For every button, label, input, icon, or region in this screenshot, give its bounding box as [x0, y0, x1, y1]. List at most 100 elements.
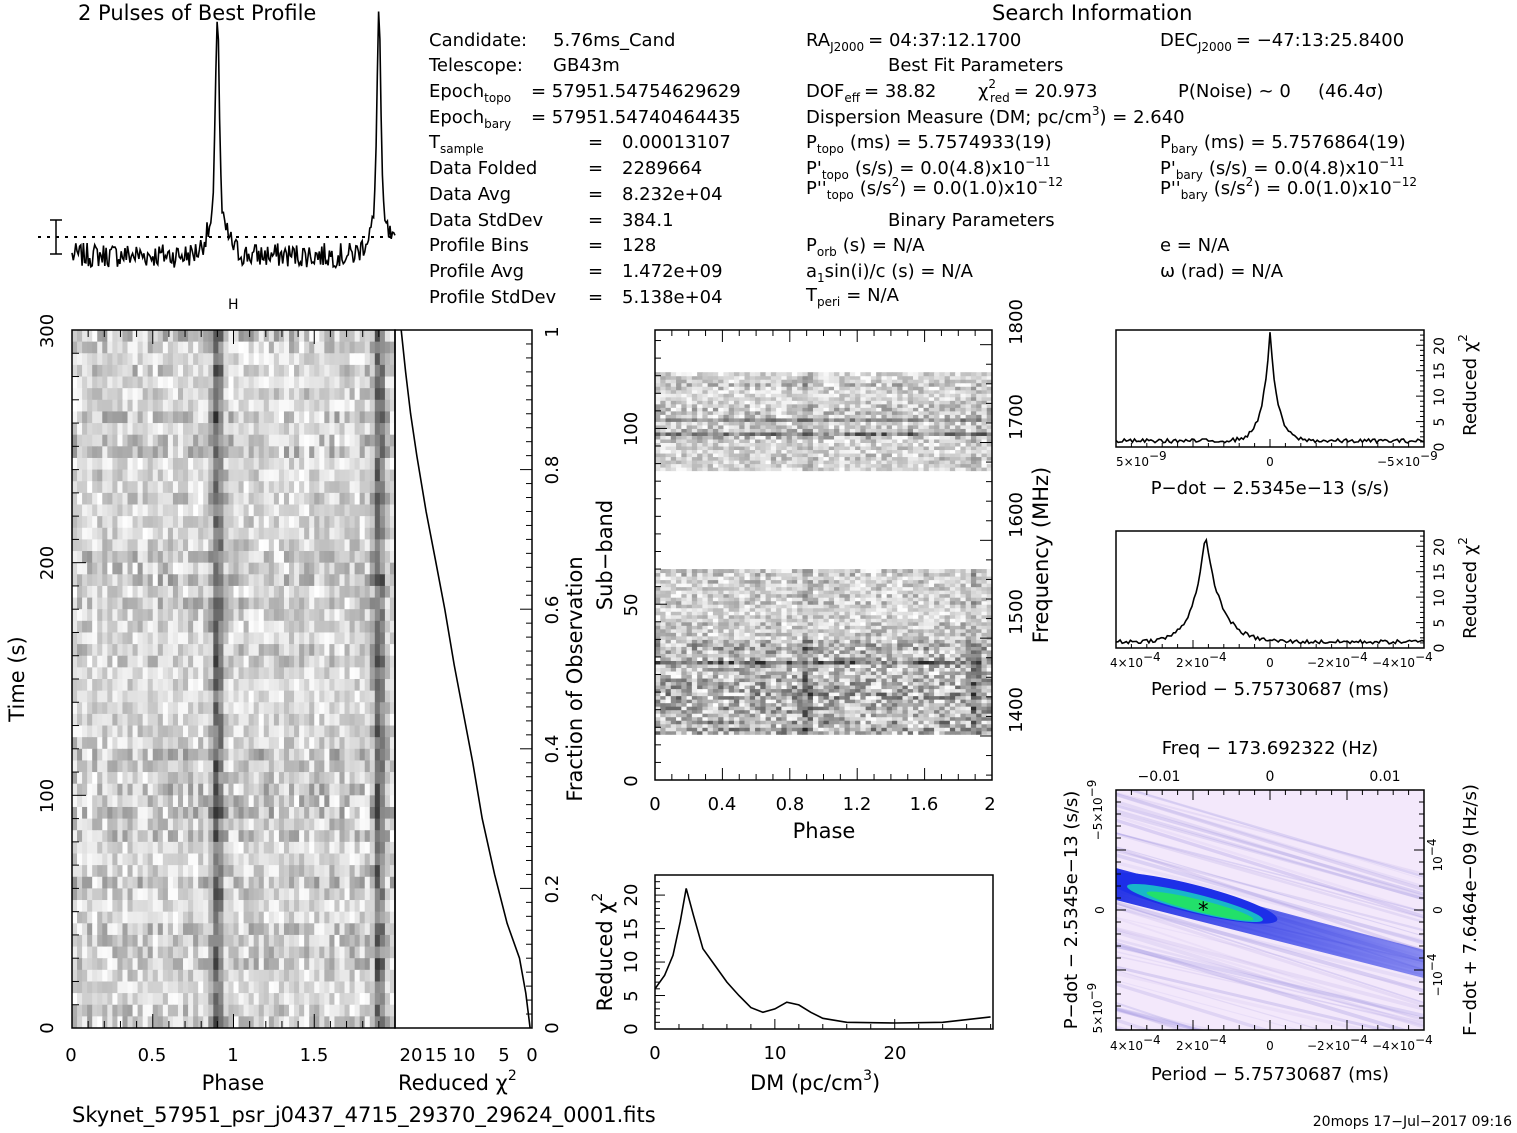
time-phase-cell	[92, 585, 98, 599]
time-phase-cell	[117, 353, 124, 366]
time-phase-cell	[248, 620, 255, 634]
time-phase-cell	[122, 1004, 129, 1017]
time-phase-cell	[304, 411, 310, 424]
time-phase-cell	[97, 853, 103, 866]
subband-cell	[986, 727, 992, 732]
a1-value: sin(i)/c (s) = N/A	[825, 261, 974, 282]
time-phase-cell	[389, 737, 395, 750]
time-phase-cell	[72, 539, 78, 552]
time-phase-cell	[112, 388, 119, 401]
subband-cell	[970, 713, 977, 718]
time-phase-cell	[107, 876, 113, 889]
time-phase-cell	[208, 806, 214, 820]
subband-cell	[913, 723, 919, 728]
time-phase-cell	[324, 574, 330, 587]
time-phase-cell	[82, 737, 88, 750]
time-phase-cell	[142, 644, 149, 657]
time-phase-cell	[278, 423, 285, 436]
time-phase-cell	[82, 911, 88, 924]
time-phase-cell	[218, 958, 225, 971]
subband-cell	[797, 709, 803, 714]
time-phase-cell	[87, 423, 93, 436]
time-phase-cell	[193, 760, 199, 773]
time-phase-cell	[203, 446, 209, 459]
time-phase-cell	[142, 632, 149, 645]
time-phase-cell	[248, 934, 255, 948]
time-phase-cell	[339, 841, 346, 855]
time-phase-cell	[147, 527, 154, 540]
time-phase-cell	[268, 423, 275, 436]
time-phase-cell	[329, 330, 336, 343]
time-phase-cell	[102, 702, 108, 715]
subband-cell	[676, 692, 682, 697]
time-phase-cell	[102, 609, 108, 622]
time-phase-cell	[294, 865, 300, 878]
time-phase-cell	[319, 737, 325, 750]
time-phase-cell	[183, 981, 189, 994]
time-phase-cell	[309, 446, 315, 459]
time-phase-cell	[349, 597, 356, 610]
time-phase-cell	[92, 748, 98, 762]
subband-cell	[797, 692, 803, 697]
time-phase-cell	[344, 981, 351, 994]
time-phase-cell	[258, 644, 265, 657]
time-phase-cell	[233, 434, 240, 447]
time-phase-cell	[258, 690, 265, 703]
time-phase-cell	[198, 806, 204, 820]
time-phase-cell	[77, 644, 83, 657]
time-phase-cell	[147, 958, 154, 971]
time-phase-cell	[72, 946, 78, 959]
subband-cell	[849, 727, 856, 732]
time-phase-cell	[218, 341, 225, 354]
subband-cell	[955, 685, 961, 690]
time-phase-cell	[309, 888, 315, 901]
time-phase-cell	[167, 806, 174, 820]
time-phase-cell	[374, 760, 381, 773]
time-phase-cell	[289, 993, 295, 1006]
time-phase-cell	[329, 585, 336, 599]
time-phase-cell	[243, 504, 250, 517]
time-phase-cell	[359, 655, 366, 668]
time-phase-cell	[233, 993, 240, 1006]
time-phase-cell	[278, 446, 285, 459]
subband-cell	[876, 702, 882, 707]
pbary-label: P	[1160, 132, 1171, 153]
time-phase-cell	[344, 1004, 351, 1017]
time-phase-cell	[248, 667, 255, 680]
time-phase-cell	[72, 504, 78, 517]
time-phase-cell	[324, 446, 330, 459]
subband-cell	[986, 702, 992, 707]
subband-cell	[960, 702, 967, 707]
time-phase-cell	[167, 830, 174, 843]
time-phase-cell	[299, 737, 305, 750]
time-phase-cell	[299, 865, 305, 878]
time-phase-cell	[253, 958, 260, 971]
subband-cell	[733, 727, 740, 732]
time-phase-cell	[183, 609, 189, 622]
subband-cell	[955, 688, 961, 693]
time-phase-cell	[203, 341, 209, 354]
time-phase-cell	[258, 399, 265, 413]
time-phase-cell	[289, 981, 295, 994]
time-phase-cell	[389, 446, 395, 459]
time-phase-cell	[374, 388, 381, 401]
time-phase-cell	[278, 772, 285, 785]
subband-cell	[707, 685, 714, 690]
time-phase-cell	[309, 841, 315, 855]
time-phase-cell	[127, 725, 134, 738]
time-phase-cell	[238, 620, 245, 634]
time-phase-cell	[132, 667, 139, 680]
time-phase-cell	[379, 783, 386, 796]
time-phase-cell	[384, 574, 391, 587]
time-phase-cell	[218, 644, 225, 657]
time-phase-cell	[122, 818, 129, 831]
time-phase-cell	[364, 981, 371, 994]
time-phase-cell	[183, 353, 189, 366]
time-phase-cell	[263, 446, 270, 459]
time-phase-cell	[213, 876, 219, 889]
time-phase-cell	[334, 853, 341, 866]
time-phase-cell	[87, 981, 93, 994]
time-phase-cell	[344, 399, 351, 413]
time-phase-cell	[319, 376, 325, 389]
time-phase-cell	[112, 772, 119, 785]
